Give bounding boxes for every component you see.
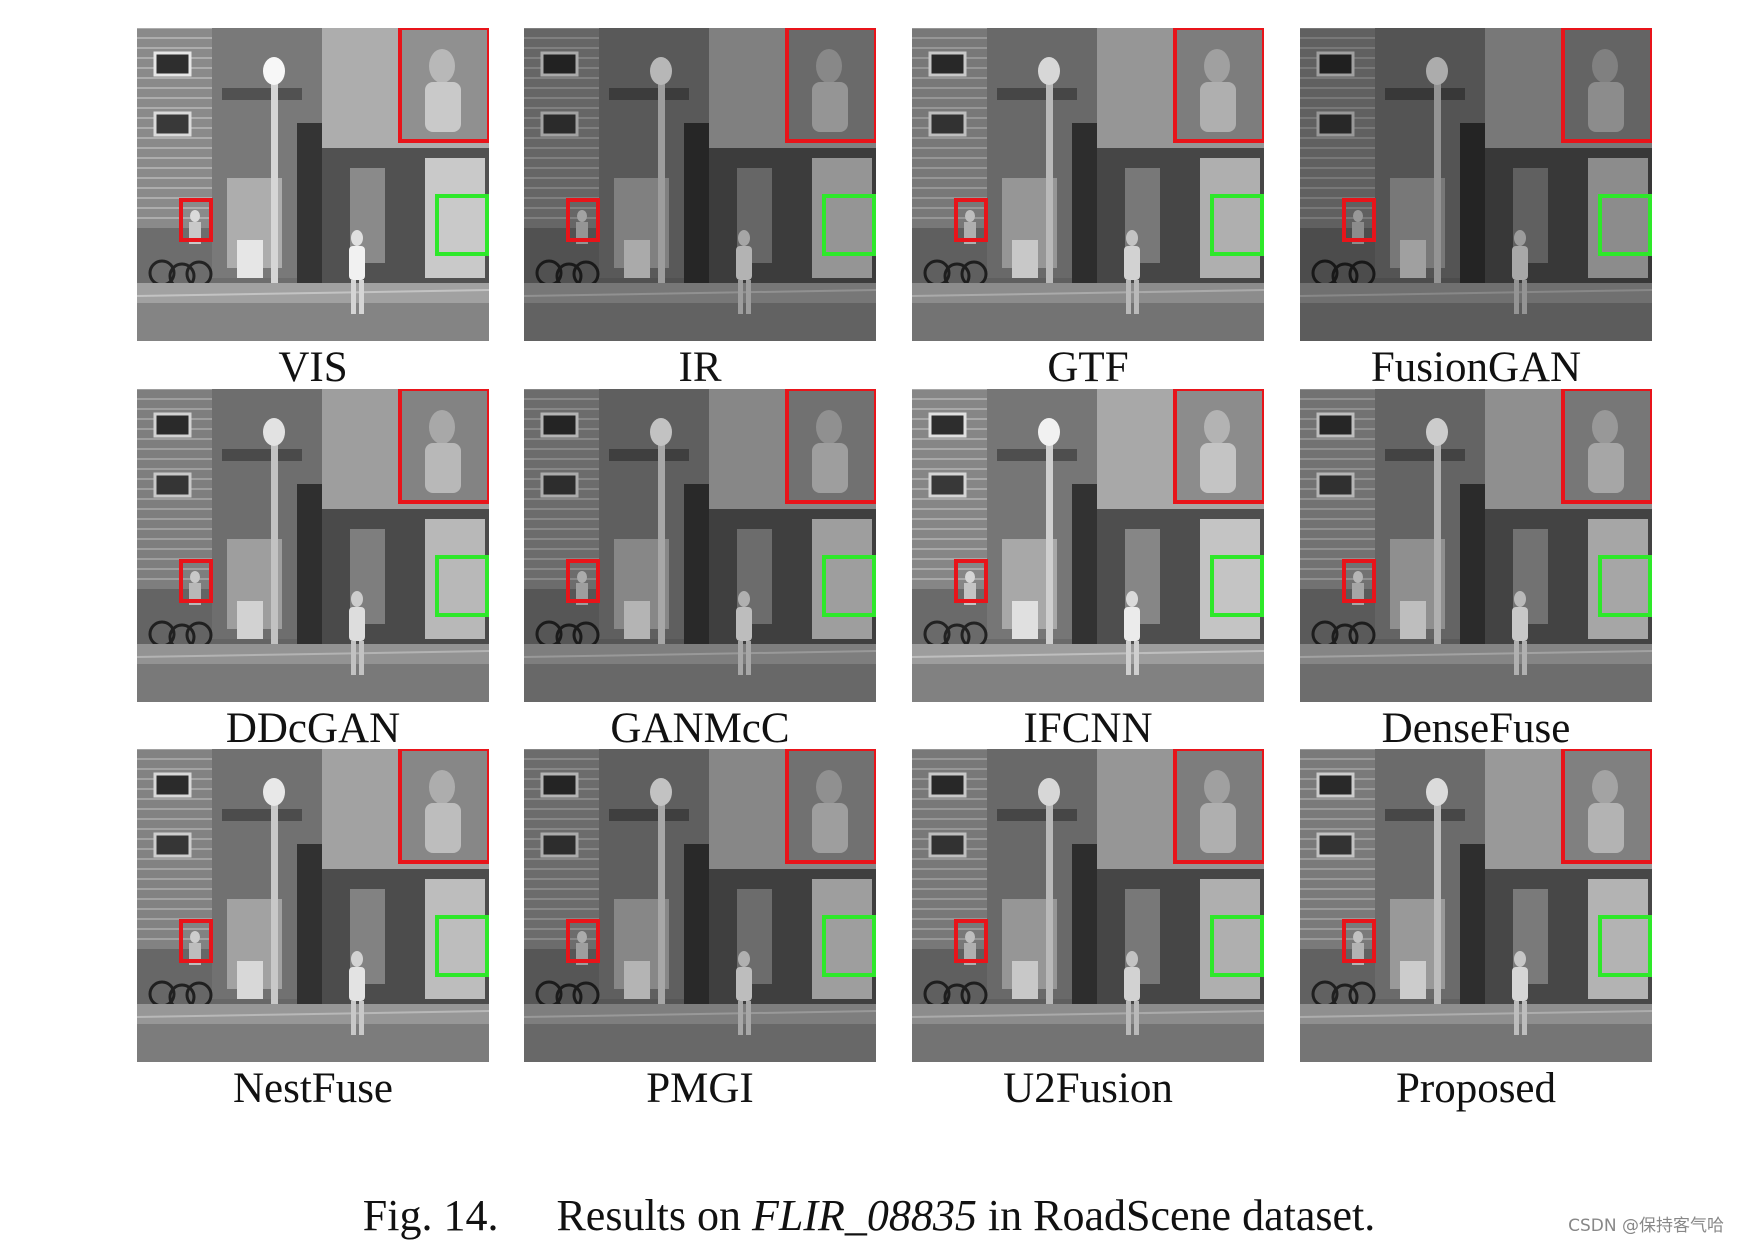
panel-label: NestFuse xyxy=(232,1065,394,1112)
panel-label: U2Fusion xyxy=(1003,1065,1173,1112)
caption-text-before: Results on xyxy=(556,1191,753,1240)
image-panel-u2fusion xyxy=(912,749,1264,1062)
figure-number: Fig. 14. xyxy=(362,1191,499,1240)
caption-text-after: in RoadScene dataset. xyxy=(976,1191,1376,1240)
image-panel-pmgi xyxy=(524,749,876,1062)
panel-label: FusionGAN xyxy=(1370,344,1582,391)
image-panel-ddcgan xyxy=(137,389,489,702)
image-panel-gtf xyxy=(912,28,1264,341)
panel-label: VIS xyxy=(278,344,348,391)
image-panel-nestfuse xyxy=(137,749,489,1062)
image-panel-ir xyxy=(524,28,876,341)
panel-label: GTF xyxy=(1047,344,1129,391)
caption-dataset-image: FLIR_08835 xyxy=(752,1191,977,1240)
panel-label: IFCNN xyxy=(1023,705,1153,752)
figure-caption: Fig. 14. Results on FLIR_08835 in RoadSce… xyxy=(0,1190,1738,1241)
panel-label: DenseFuse xyxy=(1381,705,1571,752)
panel-label: PMGI xyxy=(646,1065,754,1112)
panel-label: IR xyxy=(678,344,722,391)
image-panel-proposed xyxy=(1300,749,1652,1062)
image-panel-vis xyxy=(137,28,489,341)
image-panel-fusiongan xyxy=(1300,28,1652,341)
panel-label: Proposed xyxy=(1395,1065,1557,1112)
panel-label: GANMcC xyxy=(610,705,790,752)
image-panel-ganmcc xyxy=(524,389,876,702)
image-panel-ifcnn xyxy=(912,389,1264,702)
panel-label: DDcGAN xyxy=(225,705,401,752)
image-panel-densefuse xyxy=(1300,389,1652,702)
watermark: CSDN @保持客气哈 xyxy=(1568,1216,1724,1236)
